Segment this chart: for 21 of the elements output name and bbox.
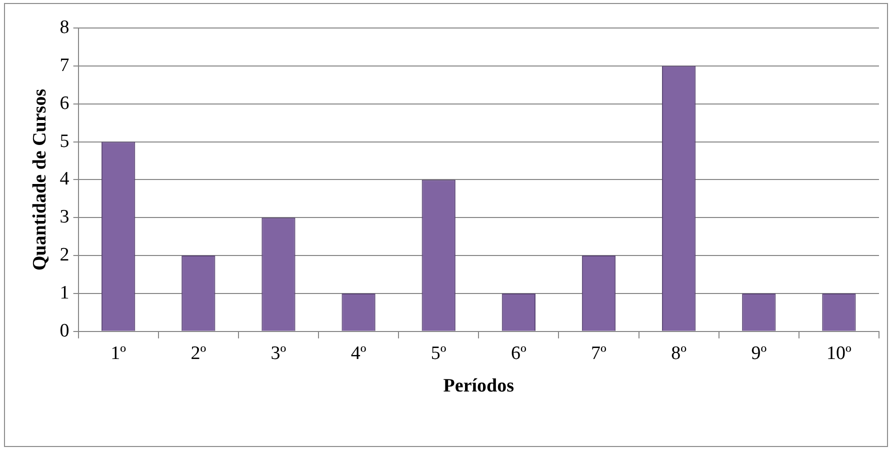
y-tick-label: 1	[60, 282, 70, 304]
x-tick-label: 8º	[671, 342, 687, 364]
x-tick-label: 9º	[751, 342, 767, 364]
x-tick-label: 5º	[430, 342, 446, 364]
x-tick-label: 10º	[826, 342, 852, 364]
x-tick-label: 2º	[190, 342, 206, 364]
x-tick-label: 4º	[350, 342, 366, 364]
x-tick-label: 1º	[110, 342, 126, 364]
y-tick-label: 6	[60, 92, 70, 114]
y-tick-label: 0	[60, 320, 70, 342]
x-tick-label: 3º	[270, 342, 286, 364]
y-tick-label: 2	[60, 244, 70, 266]
y-tick-label: 3	[60, 206, 70, 228]
y-axis-title: Quantidade de Cursos	[29, 88, 50, 271]
x-tick-label: 6º	[510, 342, 526, 364]
y-tick-label: 8	[60, 16, 70, 38]
x-axis-title: Períodos	[443, 376, 514, 397]
y-tick-label: 7	[60, 54, 70, 76]
x-tick-label: 7º	[591, 342, 607, 364]
y-tick-label: 4	[60, 168, 70, 190]
y-tick-label: 5	[60, 130, 70, 152]
